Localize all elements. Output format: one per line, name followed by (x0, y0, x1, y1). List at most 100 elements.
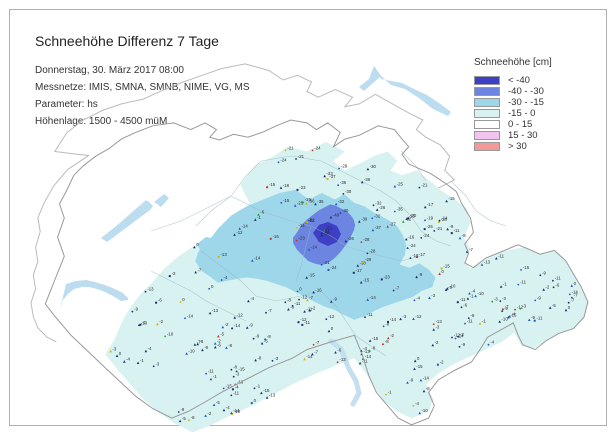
svg-text:-2: -2 (159, 319, 163, 324)
svg-text:-26: -26 (348, 236, 355, 241)
svg-text:-21: -21 (287, 145, 294, 150)
svg-text:-25: -25 (397, 181, 404, 186)
svg-text:-15: -15 (416, 364, 423, 369)
svg-text:-8: -8 (471, 313, 475, 318)
svg-text:-33: -33 (327, 171, 334, 176)
svg-text:-7: -7 (505, 304, 509, 309)
svg-text:-36: -36 (340, 180, 347, 185)
svg-text:-4: -4 (363, 346, 367, 351)
svg-text:-4: -4 (471, 288, 475, 293)
svg-text:-10: -10 (477, 291, 484, 296)
svg-text:-14: -14 (234, 323, 241, 328)
svg-text:-3: -3 (274, 356, 278, 361)
svg-text:-4: -4 (250, 296, 254, 301)
svg-text:-14: -14 (311, 245, 318, 250)
svg-text:-50: -50 (324, 230, 331, 235)
svg-text:-23: -23 (299, 185, 306, 190)
svg-text:-21: -21 (298, 154, 305, 159)
svg-text:-24: -24 (409, 243, 416, 248)
svg-text:-29: -29 (365, 257, 372, 262)
svg-text:-32: -32 (374, 213, 381, 218)
svg-text:-25: -25 (427, 224, 434, 229)
svg-text:-5: -5 (182, 416, 186, 421)
svg-text:-10: -10 (422, 408, 429, 413)
svg-text:-3: -3 (522, 304, 526, 309)
svg-text:-3: -3 (156, 361, 160, 366)
svg-text:-2: -2 (390, 333, 394, 338)
svg-text:-24: -24 (280, 157, 287, 162)
svg-text:-4: -4 (512, 311, 516, 316)
svg-text:-7: -7 (469, 247, 473, 252)
svg-text:-25: -25 (305, 197, 312, 202)
svg-text:-8: -8 (181, 407, 185, 412)
svg-text:-6: -6 (158, 298, 162, 303)
svg-text:-1: -1 (213, 374, 217, 379)
svg-text:-5: -5 (220, 331, 224, 336)
svg-text:-7: -7 (314, 349, 318, 354)
svg-text:-15: -15 (363, 277, 370, 282)
svg-text:-32: -32 (405, 217, 412, 222)
svg-text:-3: -3 (460, 332, 464, 337)
svg-text:-2: -2 (225, 322, 229, 327)
svg-text:-21: -21 (421, 183, 428, 188)
svg-text:-17: -17 (419, 252, 426, 257)
svg-text:-16: -16 (315, 287, 322, 292)
svg-text:-14: -14 (572, 289, 579, 294)
svg-text:-32: -32 (309, 217, 316, 222)
svg-text:-4: -4 (226, 405, 230, 410)
svg-text:-24: -24 (314, 145, 321, 150)
svg-text:-7: -7 (197, 340, 201, 345)
svg-text:-12: -12 (237, 313, 244, 318)
svg-text:-37: -37 (375, 225, 382, 230)
svg-text:-7: -7 (571, 298, 575, 303)
svg-text:-14: -14 (233, 408, 240, 413)
svg-text:-2: -2 (440, 360, 444, 365)
svg-text:-11: -11 (454, 228, 461, 233)
svg-text:-5: -5 (264, 338, 268, 343)
svg-text:-3: -3 (502, 296, 506, 301)
svg-text:-6: -6 (260, 210, 264, 215)
svg-text:-8: -8 (462, 233, 466, 238)
svg-text:-11: -11 (294, 301, 301, 306)
svg-text:-4: -4 (224, 275, 228, 280)
svg-text:-7: -7 (198, 267, 202, 272)
svg-text:-11: -11 (208, 369, 215, 374)
svg-text:-6: -6 (217, 342, 221, 347)
svg-text:-11: -11 (367, 312, 374, 317)
svg-text:-28: -28 (369, 248, 376, 253)
svg-text:-9: -9 (418, 272, 422, 277)
svg-text:-8: -8 (385, 339, 389, 344)
svg-text:-1: -1 (482, 319, 486, 324)
svg-text:-35: -35 (317, 199, 324, 204)
svg-text:-14: -14 (370, 295, 377, 300)
svg-text:-9: -9 (333, 297, 337, 302)
svg-text:-36: -36 (364, 177, 371, 182)
svg-text:-39: -39 (361, 217, 368, 222)
svg-text:-1: -1 (256, 383, 260, 388)
svg-text:-9: -9 (449, 224, 453, 229)
svg-text:-14: -14 (423, 375, 430, 380)
svg-text:-24: -24 (330, 265, 337, 270)
svg-text:-13: -13 (147, 287, 154, 292)
svg-text:-21: -21 (436, 226, 443, 231)
svg-text:-6: -6 (555, 282, 559, 287)
svg-text:-4: -4 (415, 401, 419, 406)
svg-text:-11: -11 (520, 280, 527, 285)
svg-text:-9: -9 (255, 334, 259, 339)
svg-text:-6: -6 (463, 302, 467, 307)
svg-text:-9: -9 (134, 307, 138, 312)
svg-text:-24: -24 (423, 233, 430, 238)
svg-text:-23: -23 (384, 274, 391, 279)
svg-text:-9: -9 (537, 295, 541, 300)
svg-text:-18: -18 (412, 253, 419, 258)
svg-text:-15: -15 (448, 196, 455, 201)
svg-text:-2: -2 (207, 411, 211, 416)
svg-text:-32: -32 (338, 199, 345, 204)
svg-text:-13: -13 (221, 252, 228, 257)
svg-text:-2: -2 (312, 305, 316, 310)
svg-text:-14: -14 (441, 216, 448, 221)
svg-text:-11: -11 (304, 320, 311, 325)
svg-text:-13: -13 (269, 393, 276, 398)
svg-text:-2: -2 (435, 340, 439, 345)
svg-text:-17: -17 (427, 202, 434, 207)
